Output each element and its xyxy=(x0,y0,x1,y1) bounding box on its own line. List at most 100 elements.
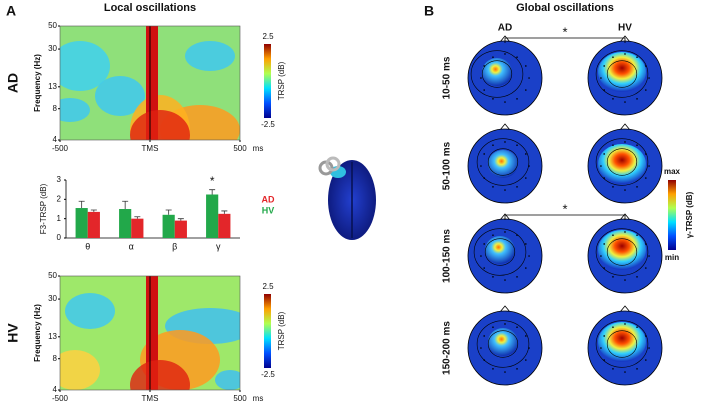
bar xyxy=(218,213,231,238)
row-label: 50-100 ms xyxy=(442,141,453,190)
topomap-contour xyxy=(476,138,530,186)
topomap-nose xyxy=(619,123,631,131)
colorbar-label: TRSP (dB) xyxy=(277,61,286,100)
y-tick-label: 13 xyxy=(48,82,57,91)
error-bar xyxy=(221,210,228,214)
electrode xyxy=(645,243,647,245)
error-bar xyxy=(177,218,184,221)
topomap-contour xyxy=(595,138,649,186)
row-label: 100-150 ms xyxy=(442,229,453,283)
electrode xyxy=(480,347,482,349)
colorbar-min: -2.5 xyxy=(261,120,275,129)
electrode xyxy=(528,347,530,349)
electrode xyxy=(603,65,605,67)
electrode xyxy=(492,234,494,236)
colorbar xyxy=(264,44,271,118)
electrode xyxy=(492,186,494,188)
y-axis-label: Frequency (Hz) xyxy=(33,304,42,362)
topomap-activity xyxy=(598,52,646,92)
electrode xyxy=(645,153,647,155)
x-tick-label: α xyxy=(129,241,134,251)
topomap-contour xyxy=(606,238,638,266)
topomap-activity xyxy=(488,150,518,178)
electrode xyxy=(603,335,605,337)
electrode xyxy=(648,77,650,79)
topomap-contour xyxy=(487,330,519,358)
electrode xyxy=(504,141,506,143)
topomap-contour xyxy=(606,148,638,176)
colorbar xyxy=(264,294,271,368)
electrode xyxy=(636,186,638,188)
electrode xyxy=(600,77,602,79)
colorbar-label: TRSP (dB) xyxy=(277,311,286,350)
electrode xyxy=(648,255,650,257)
colorbar-label: γ-TRSP (dB) xyxy=(685,191,694,238)
y-tick-label: 50 xyxy=(48,21,57,30)
y-axis-label: F3-TRSP (dB) xyxy=(39,183,48,234)
electrode xyxy=(492,98,494,100)
electrode xyxy=(636,144,638,146)
bar xyxy=(206,194,219,238)
row-label: 150-200 ms xyxy=(442,321,453,375)
electrode xyxy=(525,153,527,155)
error-bar xyxy=(78,200,85,209)
electrode xyxy=(504,231,506,233)
electrode xyxy=(624,231,626,233)
electrode xyxy=(636,326,638,328)
topomap-contour xyxy=(595,50,649,98)
topomap-nose xyxy=(499,35,511,43)
brain-illustration xyxy=(318,156,376,240)
topomap-contour xyxy=(470,50,524,98)
error-bar xyxy=(90,209,97,212)
electrode xyxy=(603,153,605,155)
electrode xyxy=(483,243,485,245)
heatmap xyxy=(60,276,240,390)
electrode xyxy=(480,77,482,79)
electrode xyxy=(528,255,530,257)
topomap-contour xyxy=(476,320,530,368)
electrode xyxy=(492,276,494,278)
electrode xyxy=(624,189,626,191)
electrode xyxy=(516,186,518,188)
electrode xyxy=(528,165,530,167)
electrode xyxy=(600,165,602,167)
electrode xyxy=(645,335,647,337)
x-tick-label: TMS xyxy=(142,144,159,153)
y-tick-label: 8 xyxy=(53,104,58,113)
topomap-activity xyxy=(598,322,646,362)
y-tick-label: 13 xyxy=(48,332,57,341)
x-tick-label: β xyxy=(172,241,177,251)
electrode xyxy=(624,279,626,281)
bar xyxy=(131,218,144,238)
electrode xyxy=(492,144,494,146)
electrode xyxy=(603,243,605,245)
column-label: AD xyxy=(498,23,512,34)
heatmap-blob xyxy=(60,98,90,122)
electrode xyxy=(483,153,485,155)
row-label: 10-50 ms xyxy=(442,56,453,99)
error-bar xyxy=(134,216,141,219)
electrode xyxy=(525,89,527,91)
y-tick-label: 8 xyxy=(53,354,58,363)
topomap-activity xyxy=(598,144,646,184)
y-tick-label: 3 xyxy=(57,175,62,184)
electrode xyxy=(516,368,518,370)
bar xyxy=(162,214,175,238)
electrode xyxy=(504,323,506,325)
electrode xyxy=(603,359,605,361)
electrode xyxy=(612,144,614,146)
topomap-contour xyxy=(595,320,649,368)
y-axis-label: Frequency (Hz) xyxy=(33,54,42,112)
electrode xyxy=(525,243,527,245)
y-tick-label: 50 xyxy=(48,271,57,280)
topomap-nose xyxy=(619,35,631,43)
x-tick-label: 500 xyxy=(233,394,247,403)
electrode xyxy=(612,98,614,100)
electrode xyxy=(603,89,605,91)
electrode xyxy=(504,53,506,55)
y-tick-label: 1 xyxy=(57,214,62,223)
electrode xyxy=(648,347,650,349)
tms-spread xyxy=(130,360,190,390)
electrode xyxy=(645,267,647,269)
electrode xyxy=(504,279,506,281)
